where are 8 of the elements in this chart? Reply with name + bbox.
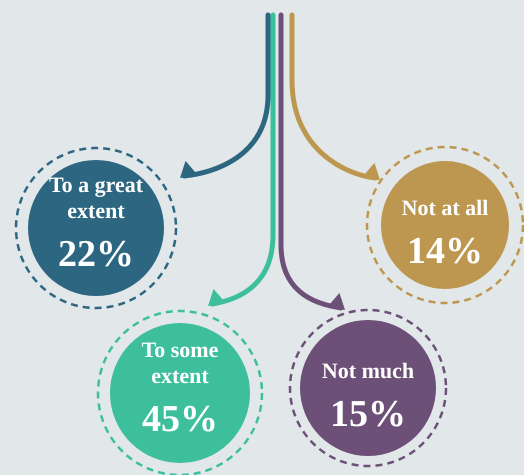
data-label: 22%: [58, 233, 134, 275]
data-label: 15%: [330, 393, 406, 435]
data-label: 14%: [407, 230, 483, 272]
category-label: Not much: [322, 358, 414, 383]
category-label: Not at all: [402, 195, 488, 220]
data-label: 45%: [142, 398, 218, 440]
category-label: To some extent: [142, 337, 219, 388]
category-label: To a great extent: [48, 172, 144, 223]
